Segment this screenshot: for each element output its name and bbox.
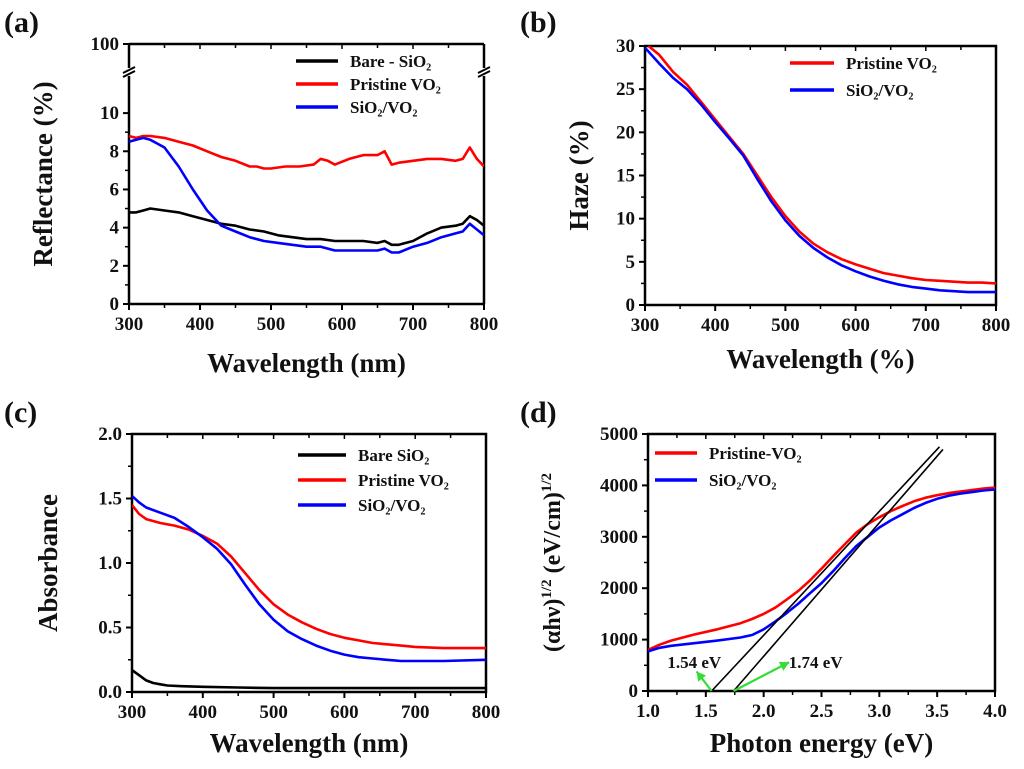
- legend-label: Pristine-VO₂: [709, 444, 802, 463]
- y-tick-label: 0: [110, 294, 120, 315]
- y-tick-label: 8: [110, 141, 120, 162]
- y-tick-label: 2: [110, 256, 120, 277]
- y-axis-title: Haze (%): [564, 120, 594, 230]
- series-line-pristinevo: [648, 486, 995, 652]
- y-tick-label: 15: [616, 166, 635, 187]
- y-tick-label: 0: [626, 295, 636, 316]
- x-tick-label: 2.0: [752, 701, 776, 722]
- x-tick-label: 1.0: [636, 701, 660, 722]
- y-tick-label-broken-top: 100: [91, 34, 120, 55]
- tauc-fit-line: [732, 448, 944, 692]
- y-tick-label: 20: [616, 122, 635, 143]
- x-tick-label: 500: [259, 702, 288, 723]
- x-tick-label: 3.5: [925, 701, 949, 722]
- x-tick-label: 3.0: [867, 701, 891, 722]
- legend-label: SiO₂/VO₂: [350, 98, 417, 117]
- annotation-arrowhead: [778, 661, 790, 671]
- y-tick-label: 1.0: [98, 553, 122, 574]
- x-tick-label: 600: [330, 702, 359, 723]
- y-tick-label: 5000: [600, 424, 638, 445]
- x-tick-label: 300: [118, 702, 147, 723]
- y-tick-label: 1000: [600, 630, 638, 651]
- x-tick-label: 400: [186, 314, 215, 335]
- y-axis-title: Reflectance (%): [28, 81, 58, 266]
- axis-break-mark: [477, 70, 491, 78]
- axis-break-mark: [122, 66, 136, 74]
- series-line-siovo: [132, 494, 486, 663]
- annotation-label: 1.54 eV: [667, 653, 722, 672]
- y-tick-label: 0.0: [98, 682, 122, 703]
- series-line-siovo: [648, 488, 995, 653]
- panel-label-c: (c): [4, 396, 37, 429]
- x-tick-label: 800: [982, 315, 1011, 336]
- y-tick-label: 2000: [600, 578, 638, 599]
- legend-label: Bare SiO₂: [358, 446, 429, 465]
- y-axis-title: Absorbance: [33, 494, 63, 632]
- series-line-pristinevo: [647, 46, 996, 285]
- series-line-baresio: [132, 669, 486, 690]
- x-tick-label: 700: [401, 702, 430, 723]
- legend-label: Pristine VO₂: [350, 75, 441, 94]
- x-axis-title: Wavelength (nm): [207, 348, 406, 378]
- x-axis-title: Photon energy (eV): [710, 728, 933, 758]
- legend-label: Pristine VO₂: [358, 471, 449, 490]
- annotation-arrow: [733, 661, 790, 692]
- x-tick-label: 600: [328, 314, 357, 335]
- panel-label-b: (b): [520, 6, 557, 39]
- y-tick-label: 1.5: [98, 489, 122, 510]
- x-tick-label: 500: [771, 315, 800, 336]
- legend-label: SiO₂/VO₂: [846, 81, 913, 100]
- x-tick-label: 400: [189, 702, 218, 723]
- y-axis-title: (αhν)1/2 (eV/cm)1/2: [539, 473, 566, 652]
- series-line-siovo: [129, 136, 484, 254]
- x-tick-label: 600: [841, 315, 870, 336]
- plot-frame: [643, 44, 998, 307]
- panel-d-tauc: 1.0 1.5 2.0 2.5 3.0 3.5 4.0 0 1000 2000 3000 4000 50…: [539, 424, 1007, 758]
- legend-label: SiO₂/VO₂: [709, 471, 776, 490]
- x-tick-label: 300: [631, 315, 660, 336]
- series-line-pristinevo: [132, 504, 486, 650]
- legend-label: SiO₂/VO₂: [358, 496, 425, 515]
- x-axis-title: Wavelength (%): [726, 344, 914, 374]
- y-tick-label: 6: [110, 179, 120, 200]
- axis-break-mark: [122, 70, 136, 78]
- x-axis-title: Wavelength (nm): [210, 728, 409, 758]
- x-tick-label: 800: [470, 314, 499, 335]
- x-tick-label: 700: [399, 314, 428, 335]
- tauc-fit-line: [711, 446, 941, 692]
- panel-c-absorbance: 300 400 500 600 700 800 0.0 0.5 1.0 1.5 2.0 Wavelen…: [33, 424, 500, 758]
- x-tick-label: 700: [912, 315, 941, 336]
- panel-label-d: (d): [520, 396, 557, 429]
- y-tick-label: 3000: [600, 527, 638, 548]
- y-tick-label: 25: [616, 79, 635, 100]
- y-tick-label: 30: [616, 36, 635, 57]
- x-tick-label: 300: [115, 314, 144, 335]
- y-tick-label: 4: [110, 218, 120, 239]
- y-tick-label: 10: [100, 103, 119, 124]
- y-tick-label: 10: [616, 209, 635, 230]
- x-tick-label: 4.0: [983, 701, 1007, 722]
- x-tick-label: 400: [701, 315, 730, 336]
- series-line-siovo: [645, 46, 996, 294]
- y-tick-label: 0.5: [98, 618, 122, 639]
- series-line-pristinevo: [129, 134, 484, 170]
- x-tick-label: 2.5: [810, 701, 834, 722]
- axis-break-mark: [477, 66, 491, 74]
- panel-label-a: (a): [4, 6, 39, 39]
- legend-label: Pristine VO₂: [846, 54, 937, 73]
- series-line-baresio: [129, 207, 484, 247]
- annotation-label: 1.74 eV: [789, 653, 844, 672]
- x-tick-label: 500: [257, 314, 286, 335]
- x-tick-label: 1.5: [694, 701, 718, 722]
- y-tick-label: 0: [629, 681, 639, 702]
- x-tick-label: 800: [472, 702, 501, 723]
- panel-b-haze: 300 400 500 600 700 800 0 5 10 15 20 25 30 Wavelength…: [564, 36, 1010, 374]
- panel-a-reflectance: 100 300 400 500 600 700 800 0 2 4 6 8 10 Wavelength (…: [28, 34, 498, 378]
- legend-label: Bare - SiO₂: [350, 52, 431, 71]
- y-tick-label: 5: [626, 252, 636, 273]
- y-tick-label: 4000: [600, 475, 638, 496]
- annotation-arrowhead: [696, 671, 707, 682]
- y-tick-label: 2.0: [98, 424, 122, 445]
